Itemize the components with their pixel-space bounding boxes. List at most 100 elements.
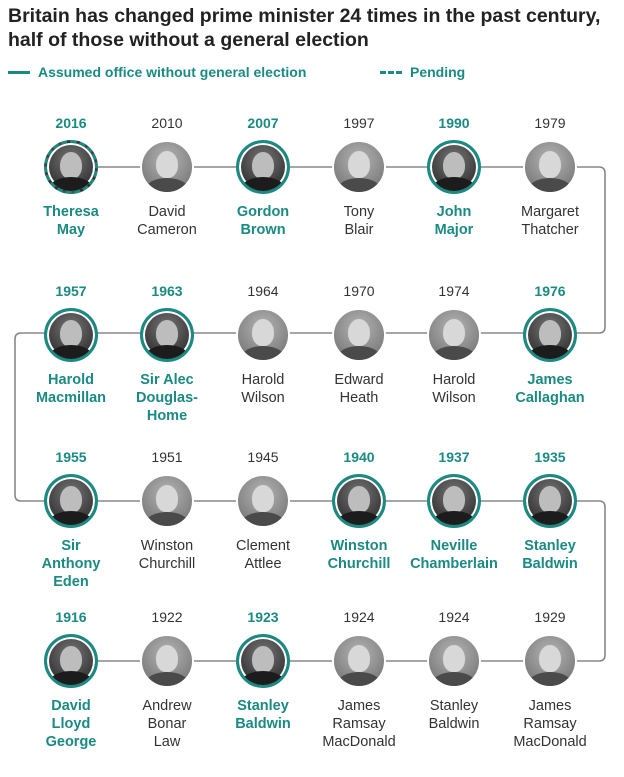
portrait-face-icon bbox=[443, 319, 465, 346]
pm-portrait bbox=[332, 474, 386, 528]
pm-portrait bbox=[427, 140, 481, 194]
pm-name-line: Ramsay bbox=[523, 716, 577, 732]
pm-name-line: Baldwin bbox=[522, 556, 578, 572]
portrait-body-icon bbox=[432, 511, 476, 525]
pm-name-line: Blair bbox=[344, 222, 374, 238]
pm-year: 1976 bbox=[534, 283, 566, 299]
pm-portrait bbox=[140, 140, 194, 194]
pm-name: James Ramsay MacDonald bbox=[311, 697, 407, 751]
pm-entry: 1955 Sir Anthony Eden bbox=[23, 449, 119, 590]
pm-year: 2010 bbox=[151, 115, 183, 131]
portrait-body-icon bbox=[241, 671, 285, 685]
portrait-face-icon bbox=[539, 320, 561, 347]
portrait-body-icon bbox=[49, 511, 93, 525]
pm-entry: 1964 Harold Wilson bbox=[215, 283, 311, 406]
pm-name: Neville Chamberlain bbox=[406, 537, 502, 573]
pm-name-line: Andrew bbox=[142, 698, 192, 714]
pm-name-line: Churchill bbox=[138, 556, 196, 572]
pm-name-line: Winston bbox=[140, 538, 194, 554]
pm-name: Stanley Baldwin bbox=[502, 537, 598, 573]
pm-entry: 1922 Andrew Bonar Law bbox=[119, 609, 215, 750]
pm-entry: 1924 Stanley Baldwin bbox=[406, 609, 502, 732]
pm-year: 1964 bbox=[247, 283, 279, 299]
pm-entry: 1951 Winston Churchill bbox=[119, 449, 215, 572]
pm-entry: 1979 Margaret Thatcher bbox=[502, 115, 598, 238]
portrait-body-icon bbox=[528, 178, 572, 192]
pm-name-line: Chamberlain bbox=[410, 556, 498, 572]
portrait-face-icon bbox=[348, 645, 370, 672]
pm-name: Stanley Baldwin bbox=[406, 697, 502, 733]
pm-name-line: Law bbox=[153, 734, 181, 750]
pm-year: 1970 bbox=[343, 283, 375, 299]
pm-name: Winston Churchill bbox=[119, 537, 215, 573]
pm-entry: 2016 Theresa May bbox=[23, 115, 119, 238]
pm-portrait bbox=[427, 308, 481, 362]
portrait-face-icon bbox=[539, 486, 561, 513]
pm-name-line: Ramsay bbox=[332, 716, 386, 732]
pm-name: Harold Macmillan bbox=[23, 371, 119, 407]
portrait-body-icon bbox=[432, 346, 476, 360]
pm-name-line: Baldwin bbox=[428, 716, 480, 732]
pm-year: 1979 bbox=[534, 115, 566, 131]
portrait-face-icon bbox=[348, 319, 370, 346]
pm-year: 2007 bbox=[247, 115, 279, 131]
pm-entry: 1945 Clement Attlee bbox=[215, 449, 311, 572]
pm-name-line: Stanley bbox=[237, 698, 289, 714]
portrait-body-icon bbox=[145, 345, 189, 359]
pm-name-line: John bbox=[436, 204, 472, 220]
pm-name: James Ramsay MacDonald bbox=[502, 697, 598, 751]
pm-portrait bbox=[44, 308, 98, 362]
pm-name-line: Tony bbox=[343, 204, 375, 220]
portrait-face-icon bbox=[60, 152, 82, 179]
pm-entry: 1974 Harold Wilson bbox=[406, 283, 502, 406]
pm-year: 1940 bbox=[343, 449, 375, 465]
pm-portrait bbox=[44, 140, 98, 194]
portrait-body-icon bbox=[49, 345, 93, 359]
pm-name-line: MacDonald bbox=[513, 734, 587, 750]
pm-portrait bbox=[332, 634, 386, 688]
pm-name-line: Stanley bbox=[429, 698, 479, 714]
pm-entry: 1990 John Major bbox=[406, 115, 502, 238]
portrait-face-icon bbox=[156, 320, 178, 347]
pm-year: 1997 bbox=[343, 115, 375, 131]
pm-portrait bbox=[332, 308, 386, 362]
pm-name-line: Brown bbox=[240, 222, 286, 238]
pm-name: Gordon Brown bbox=[215, 203, 311, 239]
pm-portrait bbox=[427, 634, 481, 688]
pm-name-line: George bbox=[45, 734, 97, 750]
pm-portrait bbox=[236, 308, 290, 362]
pm-entry: 1940 Winston Churchill bbox=[311, 449, 407, 572]
pm-name-line: MacDonald bbox=[322, 734, 396, 750]
pm-entry: 1997 Tony Blair bbox=[311, 115, 407, 238]
legend-dashed-line-icon bbox=[380, 71, 402, 74]
legend-solid-line-icon bbox=[8, 71, 30, 74]
pm-name-line: Baldwin bbox=[235, 716, 291, 732]
pm-name-line: Home bbox=[146, 408, 188, 424]
legend-label-pending: Pending bbox=[410, 64, 466, 80]
pm-name-line: Winston bbox=[330, 538, 388, 554]
pm-portrait bbox=[140, 308, 194, 362]
pm-name-line: Gordon bbox=[236, 204, 290, 220]
portrait-face-icon bbox=[539, 151, 561, 178]
portrait-body-icon bbox=[241, 177, 285, 191]
pm-name-line: Stanley bbox=[524, 538, 576, 554]
pm-name: Tony Blair bbox=[311, 203, 407, 239]
pm-portrait bbox=[236, 140, 290, 194]
pm-year: 1937 bbox=[438, 449, 470, 465]
pm-name: John Major bbox=[406, 203, 502, 239]
pm-name: Stanley Baldwin bbox=[215, 697, 311, 733]
pm-portrait bbox=[523, 140, 577, 194]
pm-portrait bbox=[236, 474, 290, 528]
portrait-face-icon bbox=[252, 152, 274, 179]
pm-name-line: Callaghan bbox=[515, 390, 585, 406]
pm-entry: 1916 David Lloyd George bbox=[23, 609, 119, 750]
portrait-body-icon bbox=[432, 672, 476, 686]
pm-name-line: Edward bbox=[334, 372, 384, 388]
pm-year: 1963 bbox=[151, 283, 183, 299]
pm-name-line: Wilson bbox=[432, 390, 476, 406]
pm-name-line: James bbox=[527, 372, 573, 388]
portrait-face-icon bbox=[252, 319, 274, 346]
portrait-face-icon bbox=[60, 646, 82, 673]
pm-year: 1945 bbox=[247, 449, 279, 465]
pm-name: Edward Heath bbox=[311, 371, 407, 407]
